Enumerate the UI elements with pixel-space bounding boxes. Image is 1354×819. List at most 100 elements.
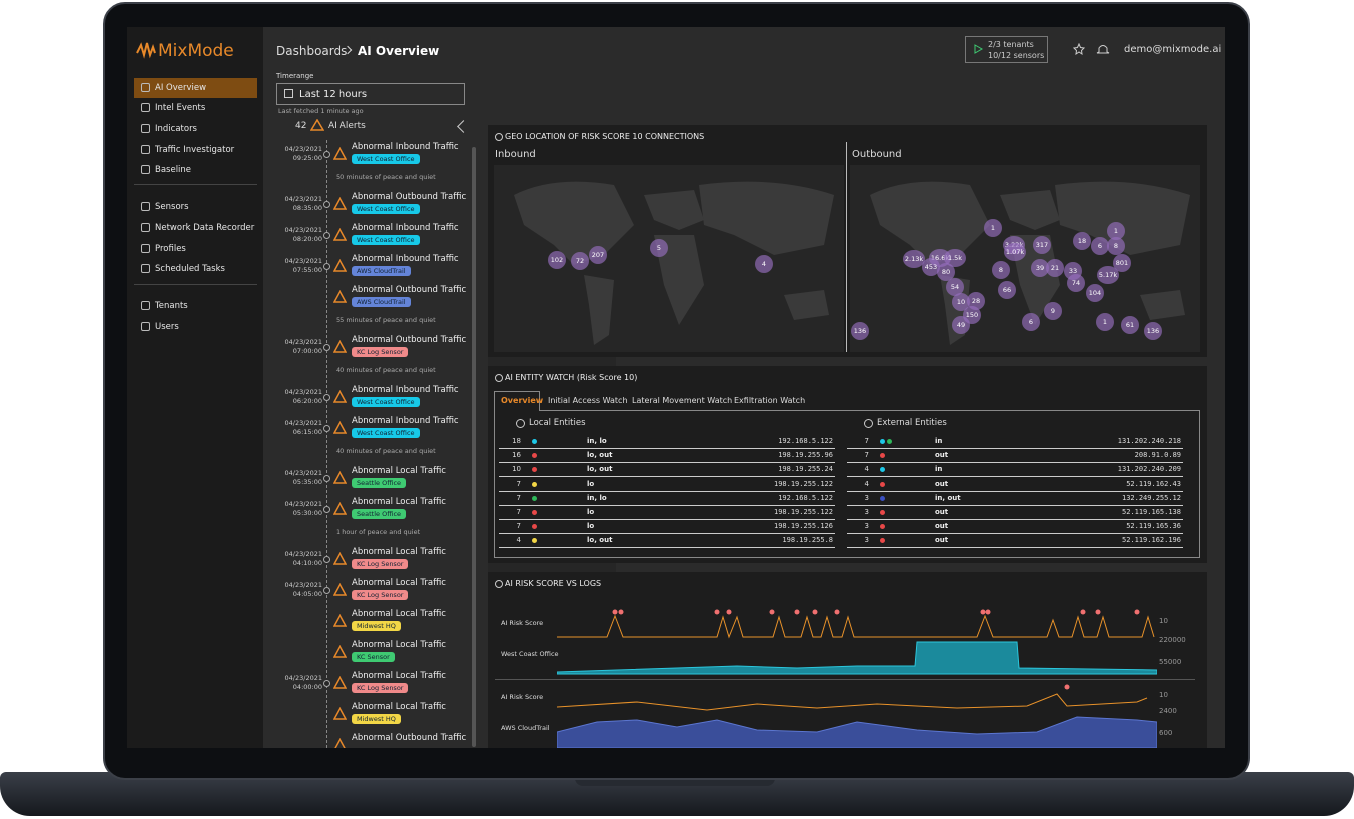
alert-title[interactable]: Abnormal Local Traffic (352, 640, 446, 650)
nav-item[interactable]: Sensors (155, 202, 189, 212)
axis-label: 55000 (1159, 658, 1182, 666)
alert-tag: KC Log Sensor (352, 347, 409, 357)
row-label: AI Risk Score (501, 693, 544, 701)
info-icon (495, 580, 503, 588)
nav-item[interactable]: Users (155, 322, 179, 332)
alert-date: 04/23/2021 (284, 388, 322, 396)
nav-item[interactable]: Indicators (155, 124, 197, 134)
alert-title[interactable]: Abnormal Outbound Traffic (352, 285, 467, 295)
map-bubble: 1.5k (944, 249, 966, 267)
alert-tag: West Coast Office (352, 397, 420, 407)
entity-ip: 132.249.255.12 (1121, 493, 1181, 502)
row-label: West Coast Office (501, 650, 559, 658)
nav-item[interactable]: AI Overview (155, 83, 207, 93)
quiet-note: 50 minutes of peace and quiet (336, 173, 436, 181)
alert-title[interactable]: Abnormal Local Traffic (352, 466, 446, 476)
timerange-box[interactable] (276, 83, 465, 105)
nav-icon (141, 83, 150, 92)
user-email: demo@mixmode.ai (1124, 44, 1222, 55)
alert-tag: West Coast Office (352, 154, 420, 164)
timeline-dot (323, 680, 330, 687)
entity-dot (880, 467, 885, 473)
nav-icon (141, 322, 150, 331)
map-label: Outbound (852, 149, 902, 160)
entity-dot (532, 481, 537, 487)
nav-icon (141, 124, 150, 133)
alert-title[interactable]: Abnormal Local Traffic (352, 671, 446, 681)
alert-title[interactable]: Abnormal Outbound Traffic (352, 733, 467, 743)
table-heading: External Entities (877, 418, 947, 428)
panel-title: GEO LOCATION OF RISK SCORE 10 CONNECTION… (505, 132, 705, 141)
alert-title[interactable]: Abnormal Inbound Traffic (352, 385, 459, 395)
alert-title[interactable]: Abnormal Local Traffic (352, 609, 446, 619)
timeline-dot (323, 587, 330, 594)
map-bubble: 317 (1033, 236, 1051, 254)
entity-dot (532, 510, 537, 515)
map-bubble: 80 (937, 263, 955, 281)
entity-table-frame (494, 410, 1200, 558)
alert-tag: Midwest HQ (352, 714, 401, 724)
map-bubble: 102 (548, 251, 566, 269)
alerts-title: AI Alerts (328, 121, 366, 131)
brand-logo (136, 42, 156, 59)
nav-item[interactable]: Traffic Investigator (155, 145, 235, 155)
risk-sparklines (557, 609, 1157, 748)
nav-icon (141, 301, 150, 310)
entity-dot (880, 453, 885, 459)
collapse-icon (457, 120, 470, 133)
tab[interactable]: Initial Access Watch (548, 396, 628, 405)
entity-flow: lo, out (587, 465, 613, 474)
nav-item[interactable]: Scheduled Tasks (155, 264, 225, 274)
alert-title[interactable]: Abnormal Outbound Traffic (352, 192, 467, 202)
alert-title[interactable]: Abnormal Local Traffic (352, 497, 446, 507)
nav-item[interactable]: Tenants (155, 301, 188, 311)
map-divider (846, 142, 847, 352)
entity-dot (887, 439, 892, 444)
panel-title: AI ENTITY WATCH (Risk Score 10) (505, 373, 638, 382)
map-bubble: 8 (992, 261, 1010, 279)
sensors: 10/12 sensors (988, 51, 1045, 60)
alert-tag: KC Log Sensor (352, 590, 409, 600)
map-bubble: 136 (851, 322, 869, 340)
nav-item[interactable]: Intel Events (155, 103, 206, 113)
map-bubble: 66 (998, 281, 1016, 299)
entity-flow: in (935, 437, 943, 445)
alert-tag: Midwest HQ (352, 621, 401, 631)
entity-flow: out (935, 536, 949, 545)
alert-date: 04/23/2021 (284, 674, 322, 682)
nav-item[interactable]: Profiles (155, 244, 186, 254)
nav-item[interactable]: Network Data Recorder (155, 223, 255, 233)
map-label: Inbound (495, 149, 536, 160)
alert-title[interactable]: Abnormal Outbound Traffic (352, 335, 467, 345)
quiet-note: 40 minutes of peace and quiet (336, 447, 436, 455)
alert-title[interactable]: Abnormal Local Traffic (352, 702, 446, 712)
entity-ip: 131.202.240.218 (1117, 437, 1181, 445)
alert-title[interactable]: Abnormal Inbound Traffic (352, 223, 459, 233)
tenants-button[interactable] (965, 36, 1048, 63)
entity-count: 3 (864, 493, 869, 502)
alert-title[interactable]: Abnormal Local Traffic (352, 578, 446, 588)
map-bubble: 4 (755, 255, 773, 273)
alert-title[interactable]: Abnormal Inbound Traffic (352, 254, 459, 264)
alert-icon (333, 645, 347, 658)
alert-time: 07:55:00 (292, 266, 322, 274)
alert-title[interactable]: Abnormal Inbound Traffic (352, 416, 459, 426)
nav-item[interactable]: Baseline (155, 165, 192, 175)
tenants: 2/3 tenants (988, 40, 1034, 49)
alert-title[interactable]: Abnormal Inbound Traffic (352, 142, 459, 152)
entity-dot (532, 524, 537, 530)
entity-count: 7 (516, 479, 521, 488)
map-bubble: 453 (922, 258, 940, 276)
tab[interactable]: Exfiltration Watch (734, 396, 806, 405)
timerange-label: Timerange (276, 72, 314, 80)
alert-time: 06:20:00 (292, 397, 322, 405)
axis-label: 220000 (1159, 636, 1186, 644)
nav-separator (134, 284, 257, 285)
tab[interactable]: Lateral Movement Watch (632, 396, 733, 405)
row-line (499, 448, 835, 449)
alert-title[interactable]: Abnormal Local Traffic (352, 547, 446, 557)
entity-count: 3 (864, 508, 869, 516)
tab[interactable]: Overview (501, 396, 544, 405)
active-tab[interactable] (494, 391, 540, 411)
alert-date: 04/23/2021 (284, 550, 322, 558)
